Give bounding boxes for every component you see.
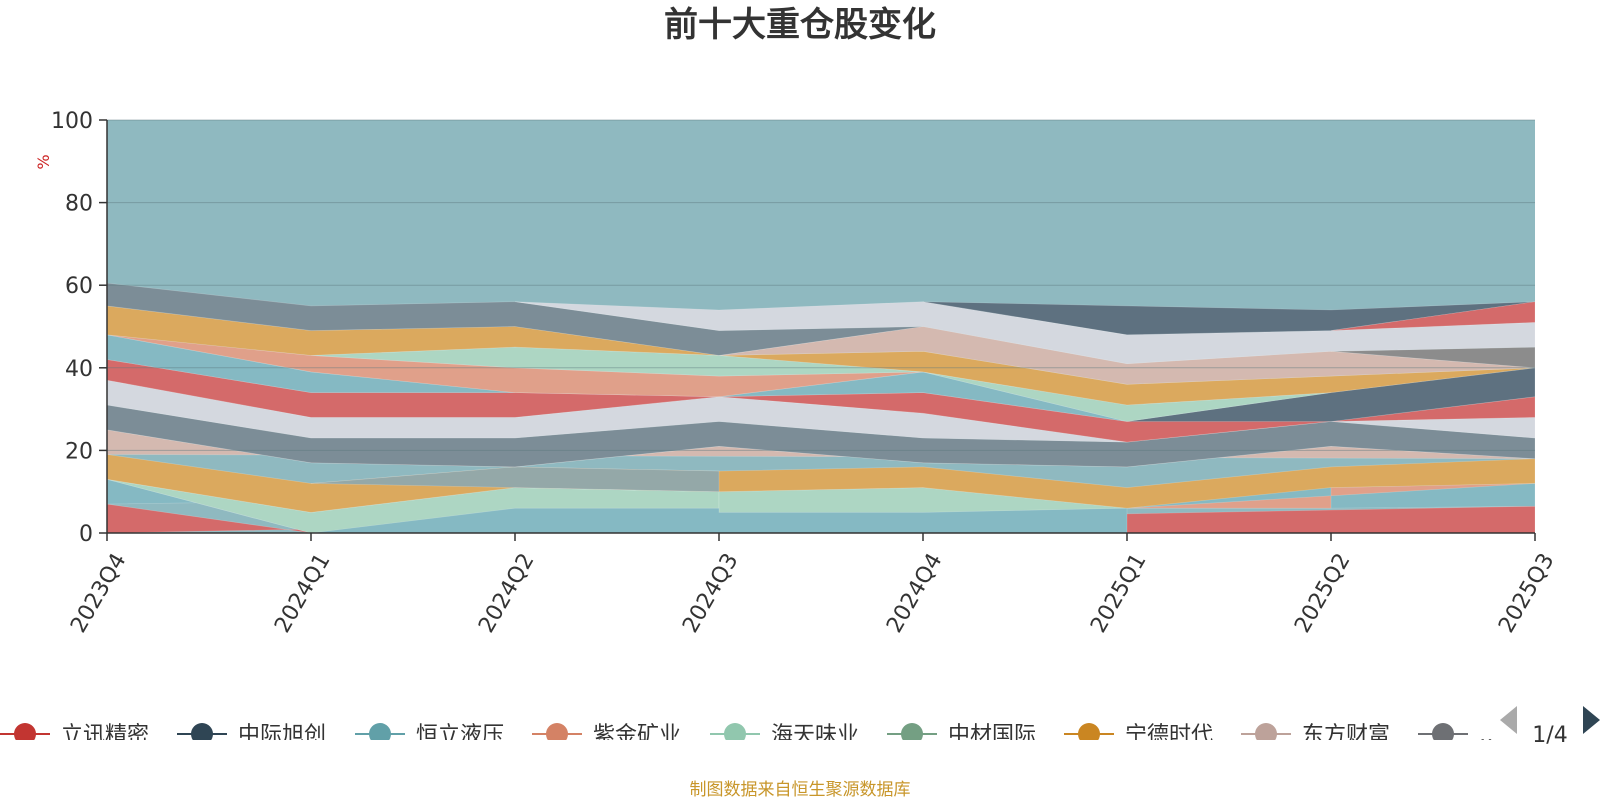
legend-page-indicator: 1/4	[1532, 723, 1567, 748]
legend-marker	[901, 723, 923, 740]
legend-prev-page-icon[interactable]	[1500, 706, 1517, 734]
legend-item[interactable]: 海天味业	[710, 723, 859, 748]
x-tick-label: 2023Q4	[66, 549, 131, 637]
x-tick-label: 2024Q3	[678, 549, 743, 637]
legend-marker	[191, 723, 213, 740]
legend-label: 紫金矿业	[593, 723, 681, 748]
legend-marker	[1078, 723, 1100, 740]
area-layer-23[interactable]	[1330, 301, 1536, 331]
y-tick-label: 60	[65, 274, 93, 299]
legend-label: 宁德时代	[1125, 723, 1213, 748]
legend-marker	[369, 723, 391, 740]
y-tick-label: 40	[65, 357, 93, 382]
y-tick-label: 80	[65, 192, 93, 217]
legend-item[interactable]: 中际旭创	[177, 723, 326, 748]
legend-label: 恒立液压	[416, 723, 504, 748]
legend-marker	[1255, 723, 1277, 740]
x-tick-label: 2024Q2	[474, 549, 539, 637]
legend-label: 立讯精密	[61, 723, 149, 748]
legend-item[interactable]: 紫金矿业	[532, 723, 681, 748]
data-source-note: 制图数据来自恒生聚源数据库	[690, 780, 911, 800]
legend-marker	[14, 723, 36, 740]
y-tick-label: 100	[51, 109, 93, 134]
legend-item[interactable]: 立讯精密	[0, 723, 149, 748]
legend-items: 立讯精密 中际旭创 恒立液压 紫金矿业 海天味业 中材国际 宁德时代 东方财富 …	[0, 723, 1501, 748]
legend-label: 中材国际	[948, 723, 1036, 748]
area-layer-13[interactable]	[106, 334, 1128, 422]
legend-label: …	[1479, 723, 1501, 748]
grid-lines	[107, 119, 1535, 451]
legend-item[interactable]: 宁德时代	[1064, 723, 1213, 748]
legend-label: 海天味业	[771, 723, 859, 748]
plot-area	[106, 120, 1536, 534]
x-tick-label: 2025Q2	[1290, 549, 1355, 637]
y-axis-label: %	[34, 154, 53, 169]
x-tick-label: 2024Q4	[882, 549, 947, 637]
x-tick-label: 2024Q1	[270, 549, 335, 637]
legend-marker	[1432, 723, 1454, 740]
legend-next-page-icon[interactable]	[1583, 706, 1600, 734]
legend-marker	[724, 723, 746, 740]
legend-label: 东方财富	[1302, 723, 1390, 748]
legend: 1/4 立讯精密 中际旭创 恒立液压 紫金矿业 海天味业 中材国际 宁德时代 东方财富 …	[0, 706, 1600, 748]
chart-title: 前十大重仓股变化	[664, 5, 936, 45]
legend-item[interactable]: 中材国际	[887, 723, 1036, 748]
x-tick-label: 2025Q3	[1494, 549, 1559, 637]
x-tick-label: 2025Q1	[1086, 549, 1151, 637]
legend-marker	[546, 723, 568, 740]
legend-item[interactable]: …	[1418, 723, 1501, 748]
area-layer-7[interactable]	[310, 466, 720, 493]
area-layer-21[interactable]	[514, 301, 1536, 365]
area-layer-20[interactable]	[1330, 346, 1536, 369]
area-layer-12[interactable]	[1126, 367, 1536, 422]
legend-label: 中际旭创	[238, 723, 326, 748]
legend-item[interactable]: 恒立液压	[355, 723, 504, 748]
y-tick-label: 20	[65, 439, 93, 464]
legend-item[interactable]: 东方财富	[1241, 723, 1390, 748]
y-tick-label: 0	[79, 522, 93, 547]
